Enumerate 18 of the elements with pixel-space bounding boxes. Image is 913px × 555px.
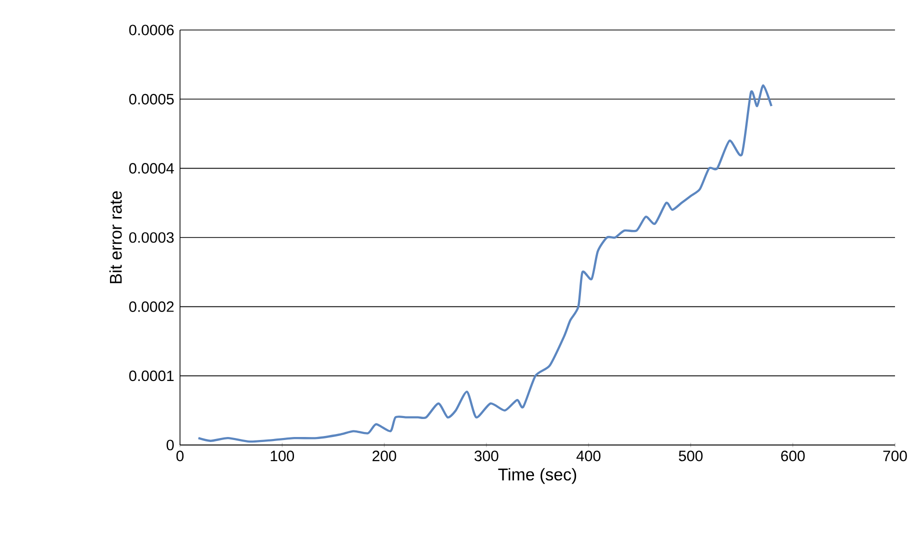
x-tick-label: 200 (372, 450, 396, 462)
x-tick-label: 400 (576, 450, 600, 462)
y-tick-label: 0.0003 (129, 232, 174, 243)
x-tick-label: 600 (781, 450, 805, 462)
y-tick-label: 0.0005 (129, 94, 174, 104)
line-series (197, 84, 773, 443)
y-tick-label: 0 (166, 440, 174, 450)
y-axis-title: Bit error rate (109, 191, 122, 284)
y-tick-label: 0.0002 (129, 301, 174, 312)
y-tick-label: 0.0004 (129, 163, 174, 174)
x-tick-label: 700 (883, 450, 907, 462)
x-tick-label: 500 (678, 450, 703, 462)
x-tick-label: 0 (176, 450, 184, 462)
x-tick-label: 100 (270, 450, 294, 462)
y-tick-label: 0.0006 (129, 24, 174, 36)
x-tick-label: 300 (474, 450, 498, 462)
x-axis-title: Time (sec) (498, 468, 576, 484)
y-tick-label: 0.0001 (129, 370, 174, 382)
